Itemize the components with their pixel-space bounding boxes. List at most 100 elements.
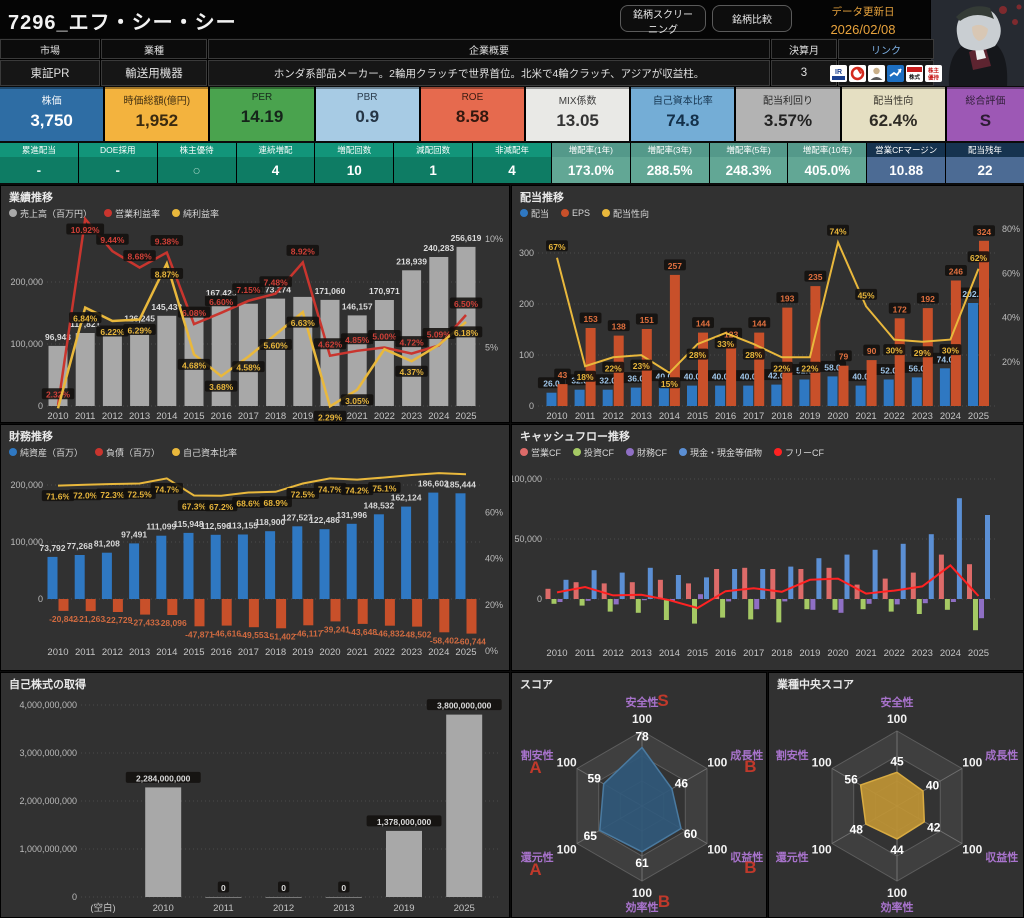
- legend-item: 営業利益率: [104, 207, 160, 220]
- metric-card-pbr: PBR 0.9: [315, 87, 419, 141]
- svg-text:100,000: 100,000: [10, 537, 43, 547]
- kabutan-icon[interactable]: [849, 64, 866, 82]
- screening-button[interactable]: 銘柄スクリーニング: [620, 5, 706, 36]
- metric-card-payout-ratio: 配当性向 62.4%: [841, 87, 945, 141]
- metric-value: 3,750: [30, 111, 73, 130]
- links-cell: IR 株式 株主 優待: [830, 60, 942, 86]
- svg-text:115,948: 115,948: [173, 519, 204, 529]
- svg-text:40.0: 40.0: [852, 372, 869, 382]
- svg-text:144: 144: [752, 319, 766, 329]
- svg-text:23%: 23%: [633, 361, 650, 371]
- svg-text:2018: 2018: [771, 411, 792, 422]
- svg-text:186,602: 186,602: [418, 479, 449, 489]
- svg-text:153: 153: [584, 314, 598, 324]
- treasury-stock-chart: 0 1,000,000,000 2,000,000,000 3,000,000,000…: [19, 699, 502, 914]
- svg-text:100: 100: [962, 843, 982, 857]
- svg-text:B: B: [744, 858, 756, 877]
- buffett-code-icon[interactable]: [868, 64, 885, 82]
- metric-label: MIX係数: [558, 96, 597, 107]
- svg-text:200,000: 200,000: [10, 277, 43, 287]
- svg-text:効率性: 効率性: [881, 900, 914, 914]
- svg-text:2024: 2024: [428, 411, 449, 422]
- svg-text:2014: 2014: [659, 411, 680, 422]
- svg-text:2025: 2025: [968, 648, 989, 659]
- svg-text:61: 61: [635, 856, 649, 870]
- chart-title: 業種中央スコア: [777, 679, 854, 691]
- svg-text:4,000,000,000: 4,000,000,000: [19, 700, 77, 710]
- data-update-box: データ更新日 2026/02/08: [800, 2, 926, 37]
- svg-text:78: 78: [635, 730, 649, 744]
- svg-text:40.0: 40.0: [684, 372, 701, 382]
- svg-text:0%: 0%: [485, 646, 498, 656]
- svg-text:2019: 2019: [799, 648, 820, 659]
- svg-text:2021: 2021: [856, 411, 877, 422]
- update-label: データ更新日: [831, 6, 895, 18]
- svg-text:6.63%: 6.63%: [291, 318, 316, 328]
- svg-text:118,900: 118,900: [255, 517, 286, 527]
- svg-text:8.92%: 8.92%: [291, 246, 316, 256]
- svg-text:A: A: [529, 860, 541, 879]
- svg-text:0: 0: [281, 883, 286, 893]
- svg-text:20%: 20%: [1002, 357, 1020, 367]
- chart-title: 自己株式の取得: [9, 679, 86, 691]
- svg-text:193: 193: [780, 294, 794, 304]
- avatar: [930, 0, 1024, 86]
- metric-card-marketcap: 時価総額(億円) 1,952: [105, 87, 209, 141]
- svg-text:144: 144: [696, 319, 710, 329]
- svg-text:151: 151: [640, 315, 654, 325]
- badge-op-cf-margin: 営業CFマージン 10.88: [867, 143, 946, 183]
- svg-text:2015: 2015: [183, 411, 204, 422]
- svg-text:300: 300: [519, 248, 534, 258]
- svg-text:2017: 2017: [743, 648, 764, 659]
- svg-text:3,800,000,000: 3,800,000,000: [437, 701, 492, 711]
- svg-text:185,444: 185,444: [445, 479, 476, 489]
- svg-text:2018: 2018: [265, 647, 286, 658]
- svg-text:72.5%: 72.5%: [128, 490, 153, 500]
- svg-text:40%: 40%: [485, 554, 503, 564]
- svg-text:42.0: 42.0: [768, 371, 785, 381]
- svg-text:2018: 2018: [265, 411, 286, 422]
- svg-text:32.0: 32.0: [599, 376, 616, 386]
- svg-text:6.08%: 6.08%: [182, 308, 207, 318]
- svg-text:2017: 2017: [238, 647, 259, 658]
- svg-text:1,000,000,000: 1,000,000,000: [19, 844, 77, 854]
- svg-text:79: 79: [839, 352, 849, 362]
- chart-title: 財務推移: [9, 431, 53, 443]
- svg-text:68.9%: 68.9%: [264, 498, 289, 508]
- svg-text:0: 0: [38, 594, 43, 604]
- irbank-icon[interactable]: IR: [830, 64, 847, 82]
- yutai-icon[interactable]: 株主 優待: [925, 64, 942, 82]
- svg-text:2011: 2011: [75, 411, 95, 422]
- svg-text:-48,502: -48,502: [403, 630, 432, 640]
- svg-text:127,527: 127,527: [282, 512, 313, 522]
- svg-text:60%: 60%: [1002, 268, 1020, 278]
- update-date: 2026/02/08: [830, 22, 896, 37]
- svg-text:2013: 2013: [333, 903, 354, 914]
- svg-text:28%: 28%: [745, 350, 762, 360]
- badge-growth-3y: 増配率(3年) 288.5%: [630, 143, 709, 183]
- svg-text:4.72%: 4.72%: [400, 338, 425, 348]
- chart-legend: 営業CF 投資CF 財務CF 現金・現金等価物 フリーCF: [520, 446, 1023, 458]
- svg-text:2013: 2013: [631, 411, 652, 422]
- legend-item: 売上高（百万円）: [9, 207, 92, 220]
- svg-text:42: 42: [927, 820, 941, 834]
- badge-doe: DOE採用 -: [78, 143, 157, 183]
- compare-button[interactable]: 銘柄比較: [712, 5, 792, 32]
- svg-text:3.68%: 3.68%: [209, 382, 234, 392]
- svg-text:77,268: 77,268: [67, 541, 93, 551]
- svg-text:100: 100: [557, 756, 577, 770]
- svg-text:効率性: 効率性: [626, 900, 659, 914]
- panel-industry-score: 業種中央スコア 100 安全性 45 100 成長性 40 100 収益性 42 100 効率性 44…: [768, 672, 1024, 918]
- svg-text:2023: 2023: [401, 411, 422, 422]
- badge-shareholder-benefit: 株主優待 ○: [157, 143, 236, 183]
- svg-text:40.0: 40.0: [712, 372, 729, 382]
- minkabu-icon[interactable]: [887, 64, 904, 82]
- svg-text:171,060: 171,060: [315, 286, 346, 296]
- svg-text:6.84%: 6.84%: [73, 314, 98, 324]
- kabushiki-shimbun-icon[interactable]: 株式: [906, 64, 923, 82]
- svg-text:5.60%: 5.60%: [264, 340, 289, 350]
- svg-text:26.0: 26.0: [543, 379, 560, 389]
- avatar-image: [931, 0, 1024, 86]
- svg-text:B: B: [658, 892, 670, 911]
